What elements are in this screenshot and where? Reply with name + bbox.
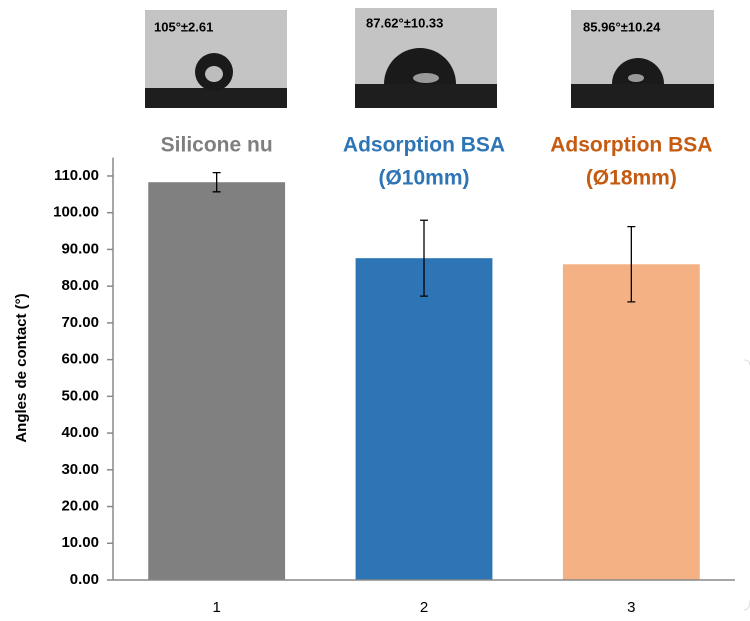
category-header: Adsorption BSA <box>550 134 712 157</box>
error-bar <box>212 171 221 193</box>
x-tick-label: 1 <box>212 599 220 616</box>
category-header: (Ø10mm) <box>378 167 469 190</box>
droplet-photo: 87.62°±10.33 <box>355 8 497 108</box>
annotation: 85.96°±10.24 <box>583 19 661 34</box>
y-tick-label: 110.00 <box>54 167 99 184</box>
bar <box>562 264 700 580</box>
category-header: Silicone nu <box>161 134 273 157</box>
y-tick-label: 40.00 <box>61 424 99 441</box>
y-tick-label: 60.00 <box>61 351 99 368</box>
error-bar <box>627 226 636 303</box>
annotation: 105°±2.61 <box>154 19 213 34</box>
error-bar <box>420 219 428 297</box>
y-tick-label: 100.00 <box>53 204 99 221</box>
category-header: (Ø18mm) <box>586 167 677 190</box>
y-tick-label: 30.00 <box>61 461 99 478</box>
y-tick-label: 70.00 <box>61 314 99 331</box>
bar <box>148 182 286 580</box>
bar <box>355 258 493 580</box>
annotation: 87.62°±10.33 <box>366 15 443 30</box>
x-tick-label: 3 <box>627 599 635 616</box>
droplet-photo: 85.96°±10.24 <box>571 10 714 108</box>
y-axis-title: Angles de contact (°) <box>13 293 30 442</box>
y-tick-label: 20.00 <box>61 498 99 515</box>
y-tick-label: 10.00 <box>61 534 99 551</box>
droplet-photo: 105°±2.61 <box>145 10 287 108</box>
y-tick-label: 90.00 <box>61 240 99 257</box>
frame-edge <box>743 359 750 611</box>
x-tick-label: 2 <box>420 599 428 616</box>
y-tick-label: 50.00 <box>61 387 99 404</box>
y-tick-label: 80.00 <box>61 277 99 294</box>
category-header: Adsorption BSA <box>343 134 505 157</box>
y-tick-label: 0.00 <box>70 571 99 588</box>
